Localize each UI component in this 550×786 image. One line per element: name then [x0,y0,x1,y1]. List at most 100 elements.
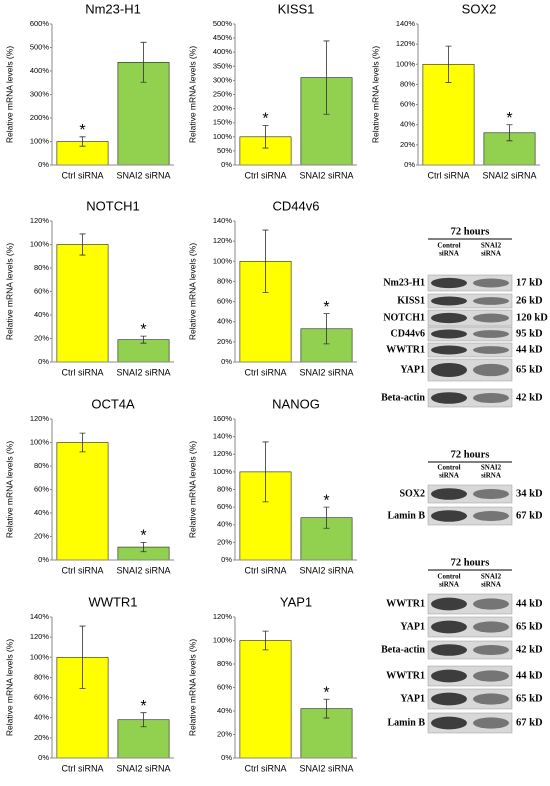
y-tick-label: 120% [30,632,50,641]
blot-size-label: 120 kD [516,312,548,323]
y-tick-label: 80% [217,659,232,668]
x-tick-label: Ctrl siRNA [62,763,104,773]
y-axis-label: Relative mRNA levels (%) [370,46,380,143]
error-bar [323,506,330,529]
blot-band [431,296,467,306]
blot-header: 72 hours [451,557,490,568]
significance-marker: * [262,111,268,128]
blot-band [473,670,509,682]
y-tick-label: 200% [30,113,50,122]
chart-title: OCT4A [91,396,135,411]
x-tick-label: Ctrl siRNA [245,367,287,377]
blot-row-label: Lamin B [387,717,425,728]
y-tick-label: 100% [213,132,233,141]
y-axis-label: Relative mRNA levels (%) [187,639,197,736]
y-tick-label: 100% [213,467,233,476]
y-tick-label: 20% [217,337,232,346]
chart-title: YAP1 [280,594,312,609]
significance-marker: * [140,698,146,715]
y-axis-label: Relative mRNA levels (%) [4,441,14,538]
x-tick-label: SNAI2 siRNA [116,763,170,773]
blot-band [473,297,509,305]
blot-band [473,278,509,288]
blot-size-label: 26 kD [516,295,543,306]
y-tick-label: 0% [221,753,232,762]
x-tick-label: SNAI2 siRNA [116,367,170,377]
y-tick-label: 0% [221,555,232,564]
y-tick-label: 0% [404,160,415,169]
x-tick-label: SNAI2 siRNA [482,170,536,180]
chart-title: WWTR1 [88,594,137,609]
bar [239,640,292,759]
y-tick-label: 200% [213,104,233,113]
blot-band [473,363,509,377]
chart-panel: SOX2 Relative mRNA levels (%) 0% 20% 40% 60% 8… [370,1,540,180]
error-bar [79,625,86,689]
blot-column-label: SNAI2 [481,242,502,250]
blot-size-label: 42 kD [516,392,543,403]
blot-row-label: SOX2 [399,488,425,499]
y-tick-label: 0% [221,160,232,169]
y-tick-label: 80% [217,276,232,285]
blot-column-label: Control [437,464,460,472]
error-bar [262,229,269,293]
chart-title: Nm23-H1 [85,1,141,16]
blot-row-label: KISS1 [397,295,425,306]
y-tick-label: 120% [396,39,416,48]
y-tick-label: 0% [38,555,49,564]
y-tick-label: 80% [34,672,49,681]
y-tick-label: 140% [396,19,416,28]
blot-size-label: 65 kD [516,364,543,375]
blot-row-label: CD44v6 [391,328,425,339]
chart-panel: OCT4A Relative mRNA levels (%) 0% 20% 40% 60%… [4,396,174,575]
blot-header: 72 hours [451,449,490,460]
blot-size-label: 65 kD [516,693,543,704]
x-tick-label: SNAI2 siRNA [299,565,353,575]
y-tick-label: 100% [30,239,50,248]
x-tick-label: Ctrl siRNA [62,367,104,377]
y-tick-label: 60% [217,682,232,691]
y-tick-label: 40% [217,706,232,715]
significance-marker: * [79,122,85,139]
y-tick-label: 40% [217,317,232,326]
x-tick-label: SNAI2 siRNA [116,565,170,575]
y-tick-label: 60% [217,502,232,511]
blot-size-label: 42 kD [516,644,543,655]
error-bar [323,698,330,719]
x-tick-label: SNAI2 siRNA [299,763,353,773]
y-tick-label: 120% [30,216,50,225]
blot-row-label: Beta-actin [381,392,425,403]
error-bar [323,313,330,345]
chart-panel: KISS1 Relative mRNA levels (%) 0% 50% 100% 15… [187,1,357,180]
y-tick-label: 0% [38,160,49,169]
x-tick-label: Ctrl siRNA [428,170,470,180]
blot-size-label: 44 kD [516,344,543,355]
blot-row-label: WWTR1 [386,344,425,355]
y-tick-label: 60% [34,693,49,702]
blot-row-label: NOTCH1 [383,312,425,323]
blot-band [431,345,467,355]
y-tick-label: 600% [30,19,50,28]
blot-size-label: 44 kD [516,598,543,609]
blot-size-label: 65 kD [516,621,543,632]
chart-panel: NOTCH1 Relative mRNA levels (%) 0% 20% 40% 60… [4,198,174,377]
blot-band [473,330,509,338]
y-tick-label: 120% [213,612,233,621]
y-tick-label: 80% [400,79,415,88]
y-tick-label: 250% [213,89,233,98]
x-tick-label: Ctrl siRNA [245,763,287,773]
x-tick-label: Ctrl siRNA [62,565,104,575]
blot-band [431,669,467,683]
blot-band [473,717,509,729]
chart-panel: Nm23-H1 Relative mRNA levels (%) 0% 100% 200… [4,1,174,180]
y-tick-label: 60% [400,100,415,109]
blot-band [431,277,467,289]
blot-row-label: WWTR1 [386,670,425,681]
blot-band [431,510,467,522]
y-tick-label: 20% [34,733,49,742]
x-tick-label: SNAI2 siRNA [299,170,353,180]
chart-title: NANOG [272,396,320,411]
error-bar [79,136,86,147]
y-tick-label: 40% [34,713,49,722]
